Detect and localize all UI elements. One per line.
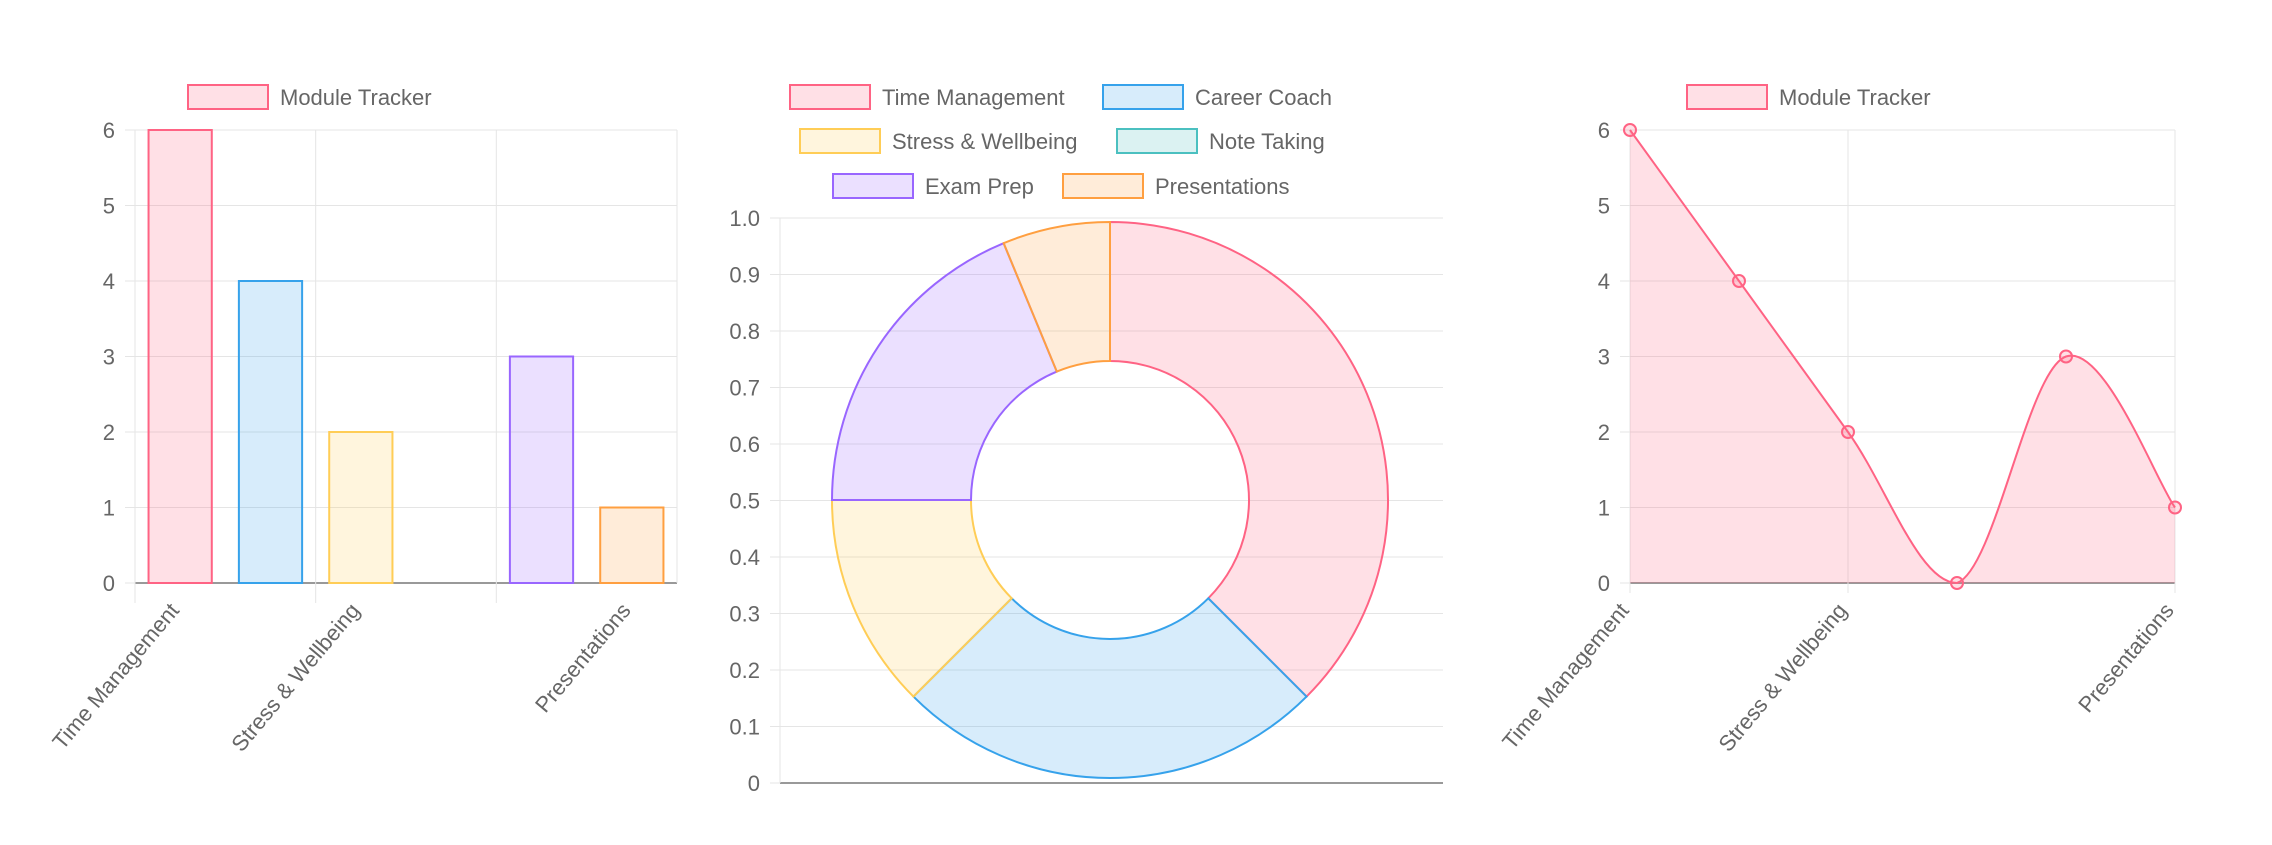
x-tick-label: Time Management: [1497, 598, 1634, 754]
y-tick-label: 0.7: [729, 376, 760, 401]
y-tick-label: 0.6: [729, 432, 760, 457]
legend-swatch: [1686, 84, 1768, 110]
x-tick-label: Stress & Wellbeing: [226, 598, 364, 756]
y-tick-label: 0: [748, 771, 760, 796]
y-tick-label: 1: [103, 496, 115, 521]
legend-label: Presentations: [1155, 174, 1290, 199]
legend-label: Stress & Wellbeing: [892, 129, 1077, 154]
doughnut-chart: Time Management Career Coach Stress & Well…: [729, 84, 1443, 796]
y-tick-label: 0.5: [729, 489, 760, 514]
y-tick-label: 3: [103, 345, 115, 370]
y-tick-label: 6: [103, 118, 115, 143]
legend-label: Time Management: [882, 85, 1065, 110]
bar: [599, 506, 665, 584]
y-tick-label: 2: [1598, 420, 1610, 445]
doughnut-slice: [1109, 220, 1390, 698]
data-point: [1732, 274, 1746, 288]
legend-swatch: [1062, 173, 1144, 199]
y-tick-label: 0.9: [729, 263, 760, 288]
area-fill: [1630, 130, 2175, 583]
y-tick-label: 0.8: [729, 319, 760, 344]
y-tick-label: 4: [103, 269, 115, 294]
y-tick-label: 0.2: [729, 658, 760, 683]
y-tick-label: 6: [1598, 118, 1610, 143]
y-tick-label: 3: [1598, 345, 1610, 370]
x-tick-label: Presentations: [530, 598, 636, 717]
legend-swatch: [832, 173, 914, 199]
legend-label: Exam Prep: [925, 174, 1034, 199]
legend-label: Module Tracker: [280, 85, 432, 110]
legend-label: Note Taking: [1209, 129, 1325, 154]
legend-swatch: [789, 84, 871, 110]
data-point: [1950, 576, 1964, 590]
y-tick-label: 2: [103, 420, 115, 445]
bar: [147, 129, 213, 584]
legend-swatch: [1116, 128, 1198, 154]
bar-chart: Module Tracker 0 1 2 3 4 5 6 Time Management Stre…: [47, 84, 678, 756]
bar: [237, 280, 304, 584]
legend-swatch: [187, 84, 269, 110]
data-point: [1623, 123, 1637, 137]
y-tick-label: 4: [1598, 269, 1610, 294]
bar: [328, 431, 394, 584]
data-point: [2059, 349, 2073, 364]
x-tick-label: Presentations: [2073, 598, 2179, 717]
y-tick-label: 5: [1598, 194, 1610, 219]
y-tick-label: 0: [103, 571, 115, 596]
legend-swatch: [1102, 84, 1184, 110]
doughnut-slice: [830, 241, 1059, 501]
y-tick-label: 0.4: [729, 545, 760, 570]
series-line: [1629, 129, 2176, 585]
bar: [508, 355, 575, 584]
x-tick-label: Stress & Wellbeing: [1713, 598, 1851, 756]
y-tick-label: 0.3: [729, 602, 760, 627]
legend-label: Career Coach: [1195, 85, 1332, 110]
legend-label: Module Tracker: [1779, 85, 1931, 110]
doughnut-slice: [912, 596, 1308, 780]
data-point: [2168, 500, 2182, 515]
y-tick-label: 0.1: [729, 715, 760, 740]
x-tick-label: Time Management: [47, 598, 184, 754]
y-tick-label: 5: [103, 194, 115, 219]
area-chart: Module Tracker 0 1 2 3 4 5 6 Time Management Stre…: [1497, 84, 2182, 756]
doughnut-slice: [1002, 220, 1111, 373]
data-point: [1841, 425, 1855, 439]
y-tick-label: 0: [1598, 571, 1610, 596]
legend-swatch: [799, 128, 881, 154]
y-tick-label: 1.0: [729, 206, 760, 231]
y-tick-label: 1: [1598, 496, 1610, 521]
